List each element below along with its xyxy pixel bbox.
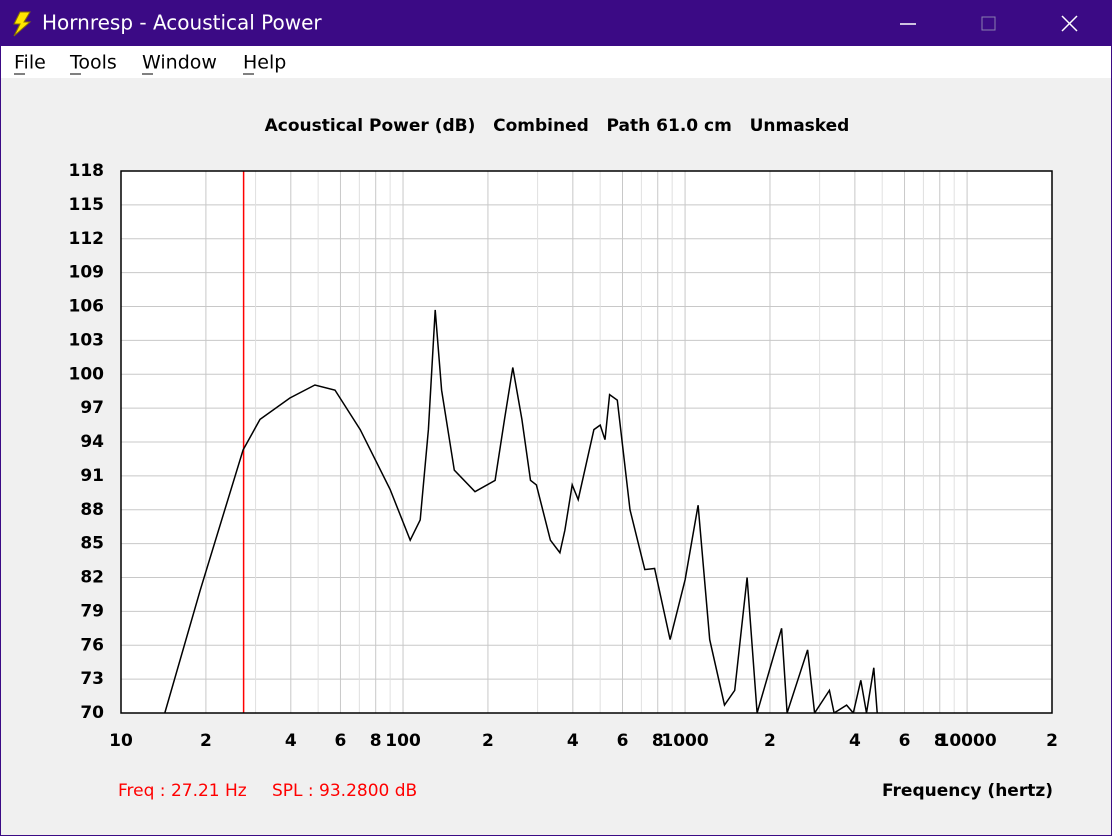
plot-border [120, 170, 1053, 714]
close-button[interactable] [1061, 15, 1078, 32]
y-tick-label: 118 [69, 161, 105, 181]
y-tick-label: 88 [80, 500, 104, 520]
x-tick-label: 6 [617, 731, 629, 751]
y-tick-label: 103 [69, 330, 105, 350]
x-tick-label: 6 [899, 731, 911, 751]
plot [164, 171, 878, 713]
y-tick-label: 76 [80, 635, 104, 655]
chart-title: Acoustical Power (dB) Combined Path 61.0… [265, 116, 850, 136]
x-tick-label: 2 [200, 731, 212, 751]
x-tick-label: 1000 [661, 731, 708, 751]
y-tick-label: 70 [80, 703, 104, 723]
x-tick-label: 6 [335, 731, 347, 751]
freq-readout: Freq : 27.21 Hz [118, 781, 247, 801]
x-tick-label: 2 [1046, 731, 1058, 751]
spl-readout: SPL : 93.2800 dB [272, 781, 417, 801]
x-tick-label: 8 [934, 731, 946, 751]
y-tick-label: 79 [80, 601, 104, 621]
y-tick-label: 82 [80, 568, 104, 588]
y-tick-label: 109 [69, 263, 105, 283]
y-tick-label: 115 [69, 195, 105, 215]
x-tick-label: 2 [482, 731, 494, 751]
x-tick-label: 2 [764, 731, 776, 751]
y-tick-label: 94 [80, 432, 104, 452]
x-tick-label: 4 [285, 731, 297, 751]
x-tick-label: 8 [370, 731, 382, 751]
menu-item[interactable]: Tools [69, 52, 117, 74]
menu-item[interactable]: Window [142, 52, 217, 74]
menu-items: File Tools Window Help [14, 52, 286, 75]
x-tick-label: 10000 [938, 731, 997, 751]
y-tick-label: 100 [69, 364, 105, 384]
title-bar [0, 0, 1112, 46]
maximize-button[interactable] [981, 16, 996, 31]
x-axis-label: Frequency (hertz) [882, 781, 1053, 801]
y-tick-label: 73 [80, 669, 104, 689]
app-icon [13, 11, 32, 37]
y-tick-label: 91 [80, 466, 104, 486]
response-curve [164, 309, 878, 713]
x-tick-label: 10 [109, 731, 133, 751]
menu-bar [1, 46, 1111, 78]
x-tick-label: 4 [567, 731, 579, 751]
y-tick-label: 112 [69, 229, 105, 249]
y-tick-label: 85 [80, 534, 104, 554]
x-tick-label: 4 [849, 731, 861, 751]
y-tick-label: 106 [69, 297, 105, 317]
axis-labels: 7073767982858891949710010310610911211511… [69, 161, 1058, 751]
window-title: Hornresp - Acoustical Power [42, 11, 322, 35]
y-tick-label: 97 [80, 398, 104, 418]
menu-item[interactable]: File [14, 52, 46, 74]
x-tick-label: 8 [652, 731, 664, 751]
x-tick-label: 100 [385, 731, 421, 751]
menu-item[interactable]: Help [243, 52, 286, 74]
